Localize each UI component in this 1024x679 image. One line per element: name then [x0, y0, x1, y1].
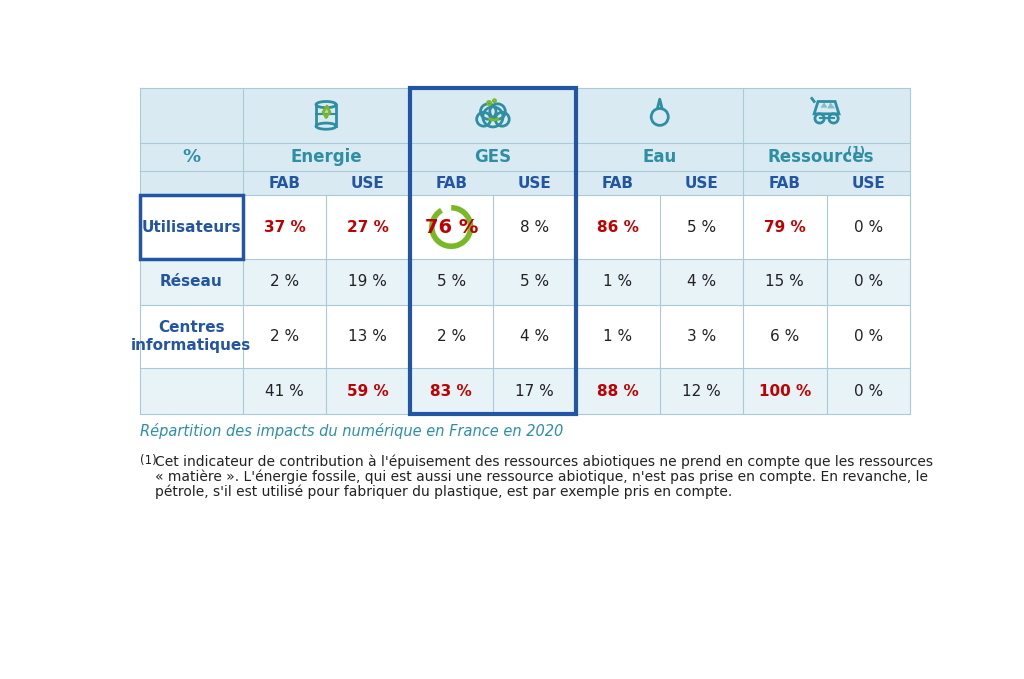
Text: Ressources: Ressources: [767, 148, 873, 166]
Text: (1): (1): [139, 454, 160, 467]
Circle shape: [483, 107, 503, 127]
Text: 1 %: 1 %: [603, 329, 633, 344]
Polygon shape: [820, 103, 827, 108]
Text: 88 %: 88 %: [597, 384, 639, 399]
Polygon shape: [323, 106, 330, 117]
Text: 4 %: 4 %: [687, 274, 716, 289]
Text: Cet indicateur de contribution à l'épuisement des ressources abiotiques ne prend: Cet indicateur de contribution à l'épuis…: [155, 454, 933, 469]
Text: FAB: FAB: [268, 176, 300, 191]
Text: 0 %: 0 %: [854, 219, 883, 234]
Circle shape: [476, 112, 490, 126]
Text: 2 %: 2 %: [436, 329, 466, 344]
Text: 5 %: 5 %: [687, 219, 716, 234]
Text: Utilisateurs: Utilisateurs: [141, 219, 241, 234]
Text: 79 %: 79 %: [764, 219, 806, 234]
Text: 19 %: 19 %: [348, 274, 387, 289]
Text: pétrole, s'il est utilisé pour fabriquer du plastique, est par exemple pris en c: pétrole, s'il est utilisé pour fabriquer…: [155, 485, 732, 500]
Text: 0 %: 0 %: [854, 274, 883, 289]
Text: Répartition des impacts du numérique en France en 2020: Répartition des impacts du numérique en …: [139, 423, 563, 439]
Bar: [410, 88, 577, 414]
Text: 6 %: 6 %: [770, 329, 800, 344]
Text: USE: USE: [351, 176, 385, 191]
Text: 2 %: 2 %: [270, 329, 299, 344]
Text: USE: USE: [518, 176, 552, 191]
Text: 13 %: 13 %: [348, 329, 387, 344]
Text: 27 %: 27 %: [347, 219, 389, 234]
Text: GES: GES: [474, 148, 512, 166]
Bar: [139, 196, 243, 259]
Circle shape: [489, 104, 505, 120]
Text: 4 %: 4 %: [520, 329, 549, 344]
Text: Energie: Energie: [290, 148, 361, 166]
Text: 37 %: 37 %: [263, 219, 305, 234]
Text: Eau: Eau: [643, 148, 677, 166]
Text: 1 %: 1 %: [603, 274, 633, 289]
Text: 12 %: 12 %: [682, 384, 721, 399]
Circle shape: [480, 104, 496, 120]
Text: 76 %: 76 %: [425, 217, 478, 236]
Bar: [139, 259, 910, 305]
Text: FAB: FAB: [435, 176, 467, 191]
Text: FAB: FAB: [769, 176, 801, 191]
Text: USE: USE: [685, 176, 718, 191]
Text: 15 %: 15 %: [766, 274, 804, 289]
Bar: [139, 88, 910, 196]
Text: 0 %: 0 %: [854, 384, 883, 399]
Text: 83 %: 83 %: [430, 384, 472, 399]
Polygon shape: [827, 103, 836, 109]
Circle shape: [496, 112, 509, 126]
Bar: [139, 196, 910, 259]
Text: %: %: [182, 148, 201, 166]
Text: 100 %: 100 %: [759, 384, 811, 399]
Text: 5 %: 5 %: [436, 274, 466, 289]
Text: Centres
informatiques: Centres informatiques: [131, 320, 251, 352]
Text: (1): (1): [847, 146, 865, 155]
Text: Réseau: Réseau: [160, 274, 222, 289]
Bar: [139, 368, 910, 414]
Text: FAB: FAB: [602, 176, 634, 191]
Text: 86 %: 86 %: [597, 219, 639, 234]
Text: 5 %: 5 %: [520, 274, 549, 289]
Text: « matière ». L'énergie fossile, qui est aussi une ressource abiotique, n'est pas: « matière ». L'énergie fossile, qui est …: [155, 470, 928, 484]
Text: 59 %: 59 %: [347, 384, 389, 399]
Text: 3 %: 3 %: [687, 329, 716, 344]
Text: 41 %: 41 %: [265, 384, 304, 399]
Text: 17 %: 17 %: [515, 384, 554, 399]
Text: 2 %: 2 %: [270, 274, 299, 289]
Text: 8 %: 8 %: [520, 219, 549, 234]
Text: USE: USE: [851, 176, 885, 191]
Text: 0 %: 0 %: [854, 329, 883, 344]
Bar: [139, 305, 910, 368]
